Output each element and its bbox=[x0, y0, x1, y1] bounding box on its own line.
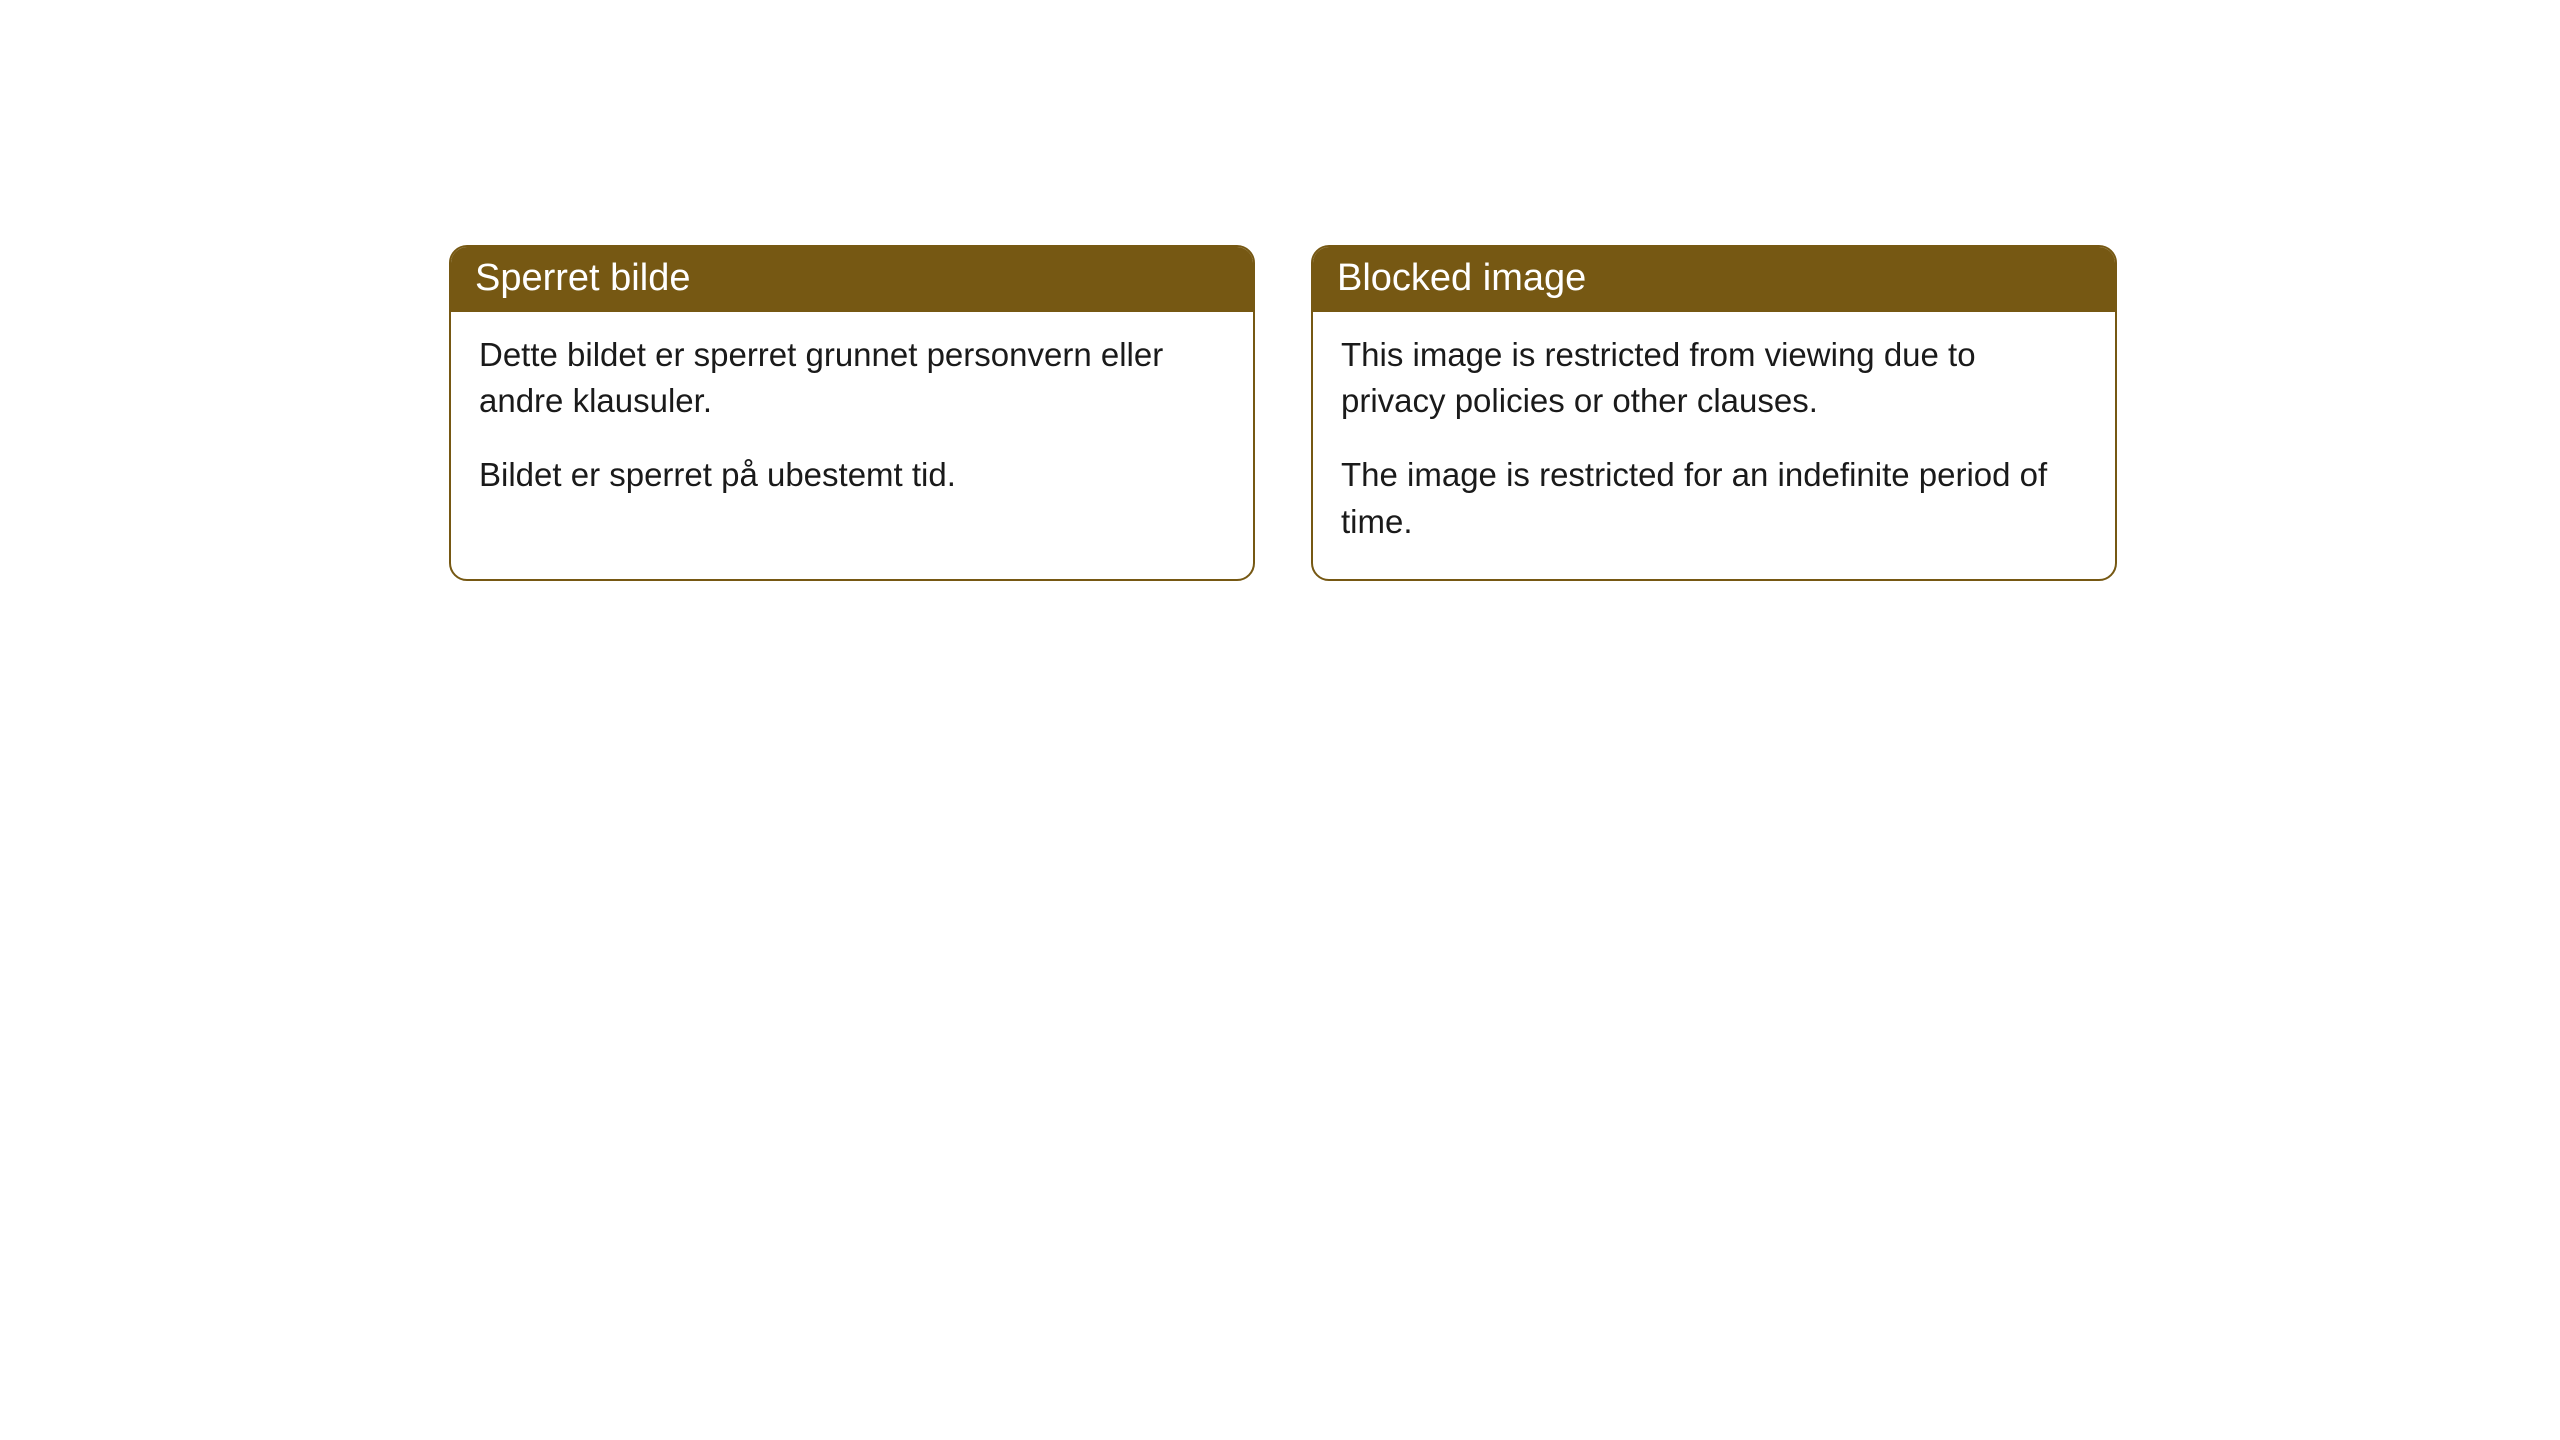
card-paragraph: Dette bildet er sperret grunnet personve… bbox=[479, 332, 1225, 424]
card-header: Blocked image bbox=[1313, 247, 2115, 312]
blocked-image-card-norwegian: Sperret bilde Dette bildet er sperret gr… bbox=[449, 245, 1255, 581]
card-paragraph: The image is restricted for an indefinit… bbox=[1341, 452, 2087, 544]
blocked-image-card-english: Blocked image This image is restricted f… bbox=[1311, 245, 2117, 581]
card-paragraph: This image is restricted from viewing du… bbox=[1341, 332, 2087, 424]
card-header: Sperret bilde bbox=[451, 247, 1253, 312]
card-paragraph: Bildet er sperret på ubestemt tid. bbox=[479, 452, 1225, 498]
cards-container: Sperret bilde Dette bildet er sperret gr… bbox=[0, 0, 2560, 581]
card-body: This image is restricted from viewing du… bbox=[1313, 312, 2115, 579]
card-body: Dette bildet er sperret grunnet personve… bbox=[451, 312, 1253, 533]
